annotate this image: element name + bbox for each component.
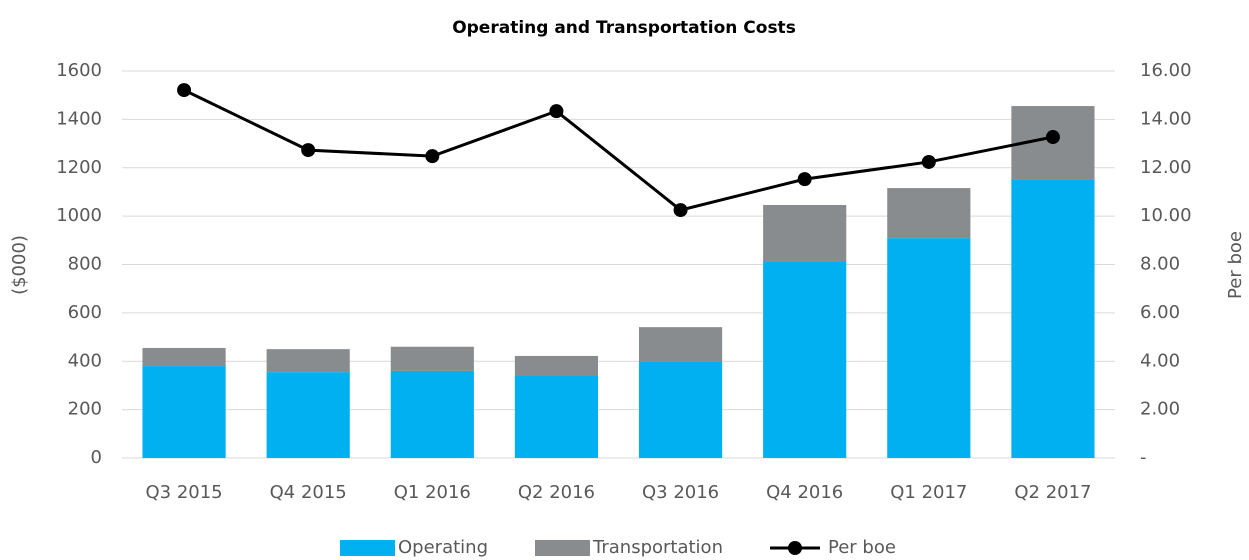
x-tick-label: Q4 2016 — [766, 482, 843, 503]
y-tick-label: 1400 — [56, 108, 102, 129]
x-tick-label: Q3 2016 — [642, 482, 719, 503]
y2-tick-label: 12.00 — [1140, 157, 1192, 178]
y-tick-label: 800 — [68, 254, 102, 275]
line-marker — [177, 83, 192, 98]
bar — [142, 347, 226, 367]
y-tick-label: 600 — [68, 302, 102, 323]
legend-swatch — [340, 540, 395, 556]
y2-tick-label: 14.00 — [1140, 108, 1192, 129]
y2-tick-label: 8.00 — [1140, 254, 1180, 275]
line-marker — [921, 154, 936, 169]
line-marker — [549, 104, 564, 119]
line-marker — [425, 149, 440, 164]
y-tick-label: 1600 — [56, 60, 102, 81]
y2-axis-label: Per boe — [1225, 231, 1246, 299]
x-tick-label: Q2 2016 — [518, 482, 595, 503]
bar — [763, 204, 847, 262]
bar — [1011, 179, 1095, 459]
bar — [390, 370, 474, 458]
bar — [638, 361, 723, 458]
y2-tick-label: 4.00 — [1140, 350, 1180, 371]
line-marker — [673, 203, 688, 218]
line-marker — [797, 172, 812, 187]
y-tick-label: 400 — [68, 350, 102, 371]
legend-label: Transportation — [592, 537, 723, 558]
line-marker — [301, 143, 316, 158]
bar — [390, 346, 474, 371]
y2-tick-label: - — [1140, 447, 1147, 468]
bar — [887, 238, 971, 458]
y2-tick-label: 6.00 — [1140, 302, 1180, 323]
x-tick-label: Q4 2015 — [270, 482, 347, 503]
legend-marker — [787, 541, 802, 555]
bar — [887, 188, 971, 239]
bar — [266, 372, 350, 458]
bar — [266, 349, 350, 373]
legend-label: Per boe — [828, 537, 896, 558]
x-tick-label: Q1 2017 — [890, 482, 967, 503]
y-tick-label: 1200 — [56, 157, 102, 178]
y-axis-label: ($000) — [9, 235, 30, 295]
bar — [142, 366, 226, 458]
y-tick-label: 200 — [68, 399, 102, 420]
bar — [638, 327, 723, 362]
bar — [514, 355, 599, 377]
legend-swatch — [535, 540, 590, 556]
x-tick-label: Q2 2017 — [1014, 482, 1091, 503]
legend-label: Operating — [398, 537, 488, 558]
bar — [514, 376, 599, 458]
bar — [763, 261, 847, 458]
x-tick-label: Q1 2016 — [394, 482, 471, 503]
x-tick-label: Q3 2015 — [145, 482, 222, 503]
y-tick-label: 1000 — [56, 205, 102, 226]
chart-title: Operating and Transportation Costs — [452, 18, 796, 38]
y2-tick-label: 10.00 — [1140, 205, 1192, 226]
line — [183, 88, 1054, 212]
y2-tick-label: 16.00 — [1140, 60, 1192, 81]
y-tick-label: 0 — [91, 447, 102, 468]
y2-tick-label: 2.00 — [1140, 399, 1180, 420]
line-marker — [1045, 130, 1060, 145]
